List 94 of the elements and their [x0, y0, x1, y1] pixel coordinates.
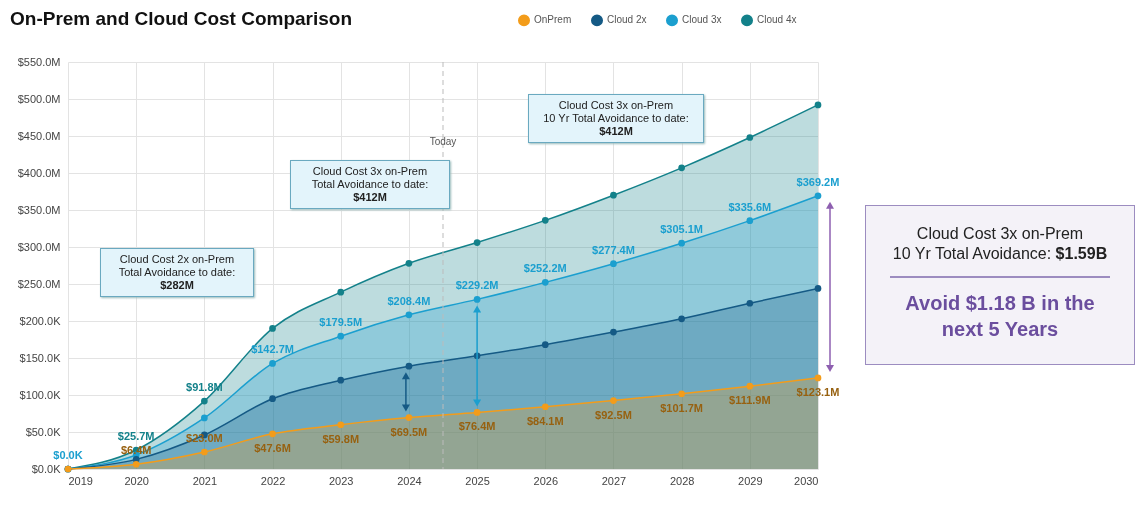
- data-label: $142.7M: [251, 343, 294, 356]
- point: [201, 397, 208, 405]
- point: [814, 101, 822, 109]
- y-tick-label: $550.0M: [17, 55, 61, 68]
- legend-label: Cloud 3x: [682, 14, 722, 26]
- point: [337, 421, 345, 429]
- data-label: $0.0K: [53, 449, 83, 461]
- x-tick-label: 2026: [533, 474, 559, 487]
- point: [337, 376, 345, 384]
- summary-panel: Cloud Cost 3x on-Prem 10 Yr Total Avoidance: $1.59B Avoid $1.18 B in the next 5 Years: [865, 205, 1135, 365]
- x-tick-label: 2029: [738, 474, 763, 487]
- point: [610, 328, 617, 336]
- legend-label: OnPrem: [534, 14, 572, 26]
- data-label: $101.7M: [660, 401, 704, 414]
- point: [132, 460, 140, 468]
- point: [610, 260, 617, 268]
- data-label: $59.8M: [322, 432, 360, 445]
- point: [337, 332, 345, 340]
- point: [746, 382, 754, 390]
- data-label: $69.5M: [390, 425, 428, 438]
- point: [337, 288, 345, 296]
- y-tick-label: $500.0M: [17, 92, 61, 105]
- data-label: $84.1M: [526, 414, 564, 427]
- y-tick-label: $200.0K: [19, 314, 62, 327]
- callout-box: Cloud Cost 2x on-Prem Total Avoidance to date: $282M: [100, 248, 254, 297]
- point: [678, 390, 685, 398]
- point: [201, 448, 208, 456]
- callout-box: Cloud Cost 3x on-Prem 10 Yr Total Avoidance to date: $412M: [528, 94, 704, 143]
- point: [473, 239, 481, 246]
- legend-label: Cloud 2x: [607, 14, 647, 26]
- point: [405, 362, 413, 370]
- point: [541, 217, 549, 224]
- point: [473, 296, 481, 303]
- y-tick-label: $50.0K: [25, 425, 62, 438]
- x-tick-label: 2028: [669, 474, 695, 487]
- data-label: $208.4M: [387, 294, 431, 307]
- data-label: $76.4M: [458, 420, 496, 433]
- chart-title: On-Prem and Cloud Cost Comparison: [10, 8, 353, 30]
- data-label: $179.5M: [319, 316, 363, 329]
- x-tick-label: 2030: [794, 474, 819, 487]
- point: [746, 134, 754, 141]
- legend-label: Cloud 4x: [757, 14, 797, 26]
- point: [541, 279, 549, 286]
- y-tick-label: $450.0M: [17, 129, 61, 142]
- point: [269, 430, 276, 438]
- point: [201, 414, 208, 422]
- data-label: $369.2M: [796, 175, 840, 188]
- x-tick-label: 2025: [465, 474, 490, 487]
- data-label: $335.6M: [728, 200, 772, 213]
- x-tick-label: 2023: [328, 474, 354, 487]
- data-label: $123.1M: [796, 385, 840, 398]
- point: [405, 414, 413, 421]
- point: [473, 409, 481, 416]
- point: [405, 259, 413, 267]
- point: [541, 341, 549, 349]
- y-tick-label: $300.0M: [17, 240, 61, 253]
- x-tick-label: 2022: [260, 474, 286, 487]
- point: [814, 374, 822, 382]
- point: [678, 239, 685, 247]
- x-tick-label: 2027: [601, 474, 627, 487]
- point: [678, 315, 685, 323]
- y-tick-label: $400.0M: [17, 166, 61, 179]
- point: [405, 311, 413, 319]
- point: [814, 192, 822, 200]
- x-tick-label: 2021: [192, 474, 218, 487]
- data-label: $252.2M: [523, 262, 567, 275]
- data-label: $92.5M: [595, 408, 632, 421]
- point: [746, 217, 754, 224]
- point: [814, 285, 822, 292]
- point: [610, 397, 617, 404]
- point: [269, 360, 276, 367]
- point: [610, 191, 617, 199]
- point: [269, 395, 276, 403]
- ref-line-label: Today: [429, 136, 457, 147]
- point: [541, 403, 549, 411]
- callout-box: Cloud Cost 3x on-Prem Total Avoidance to date: $412M: [290, 160, 450, 209]
- y-tick-label: $150.0K: [19, 351, 62, 364]
- x-tick-label: 2019: [68, 474, 93, 487]
- x-tick-label: 2024: [397, 474, 422, 487]
- data-label: $25.7M: [117, 429, 155, 442]
- data-label: $305.1M: [660, 223, 704, 236]
- y-tick-label: $250.0M: [17, 277, 61, 290]
- y-tick-label: $100.0K: [19, 388, 62, 401]
- data-label: $111.9M: [729, 394, 771, 407]
- y-tick-label: $0.0K: [31, 462, 62, 475]
- data-label: $277.4M: [592, 243, 635, 256]
- data-label: $23.0M: [186, 431, 223, 444]
- data-label: $229.2M: [455, 279, 499, 292]
- point: [269, 325, 276, 332]
- data-label: $47.6M: [254, 441, 291, 454]
- point: [746, 299, 754, 307]
- point: [678, 164, 685, 172]
- x-tick-label: 2020: [124, 474, 149, 487]
- y-tick-label: $350.0M: [17, 203, 61, 216]
